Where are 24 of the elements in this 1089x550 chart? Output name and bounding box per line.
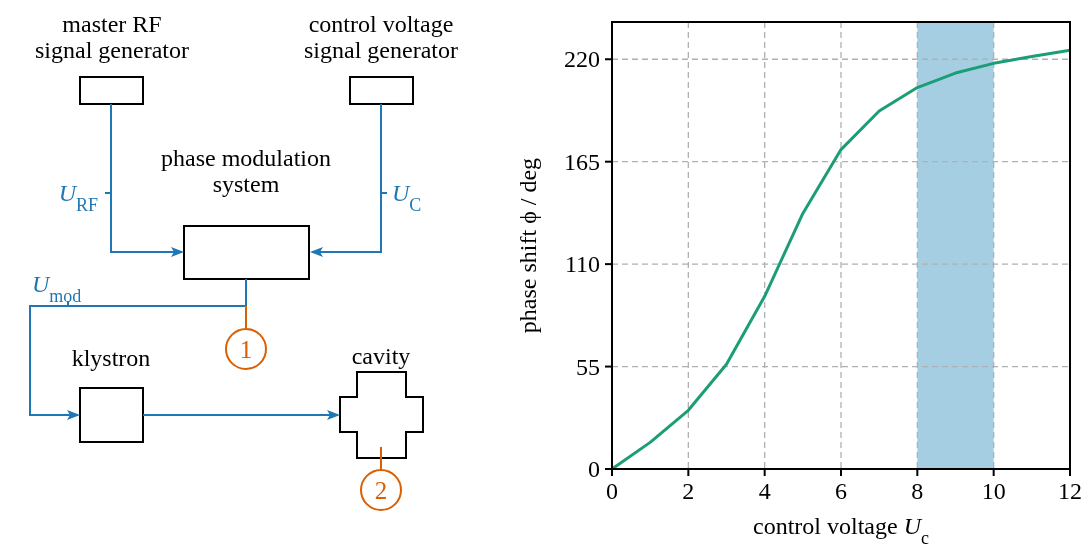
y-tick-label: 55 (576, 353, 600, 380)
y-axis-title: phase shift ϕ / deg (515, 157, 541, 334)
y-tick-label: 220 (564, 46, 600, 73)
text: U$_{RF}$ (58, 180, 98, 215)
text: control voltage signal generator (304, 11, 458, 64)
text: klystron (71, 345, 151, 371)
x-tick-label: 10 (981, 478, 1006, 504)
text: U$_{mod}$ (32, 271, 82, 306)
text: master RF signal generator (35, 11, 189, 64)
x-tick-label: 8 (911, 478, 924, 504)
x-tick-label: 6 (835, 478, 847, 504)
x-tick-label: 4 (758, 478, 771, 504)
text: 1 (239, 336, 253, 363)
y-tick-label: 165 (564, 148, 600, 175)
text: U$_{C}$ (392, 180, 422, 215)
x-tick-label: 0 (606, 478, 618, 504)
text: cavity (351, 343, 411, 369)
y-tick-label: 0 (588, 456, 600, 482)
y-tick-label: 110 (564, 251, 600, 278)
x-tick-label: 12 (1058, 478, 1082, 504)
text: phase modulation system (161, 145, 331, 198)
x-tick-label: 2 (682, 478, 695, 504)
x-axis-title: control voltage U$_{c}$ (753, 513, 929, 548)
line-series (610, 48, 1072, 471)
